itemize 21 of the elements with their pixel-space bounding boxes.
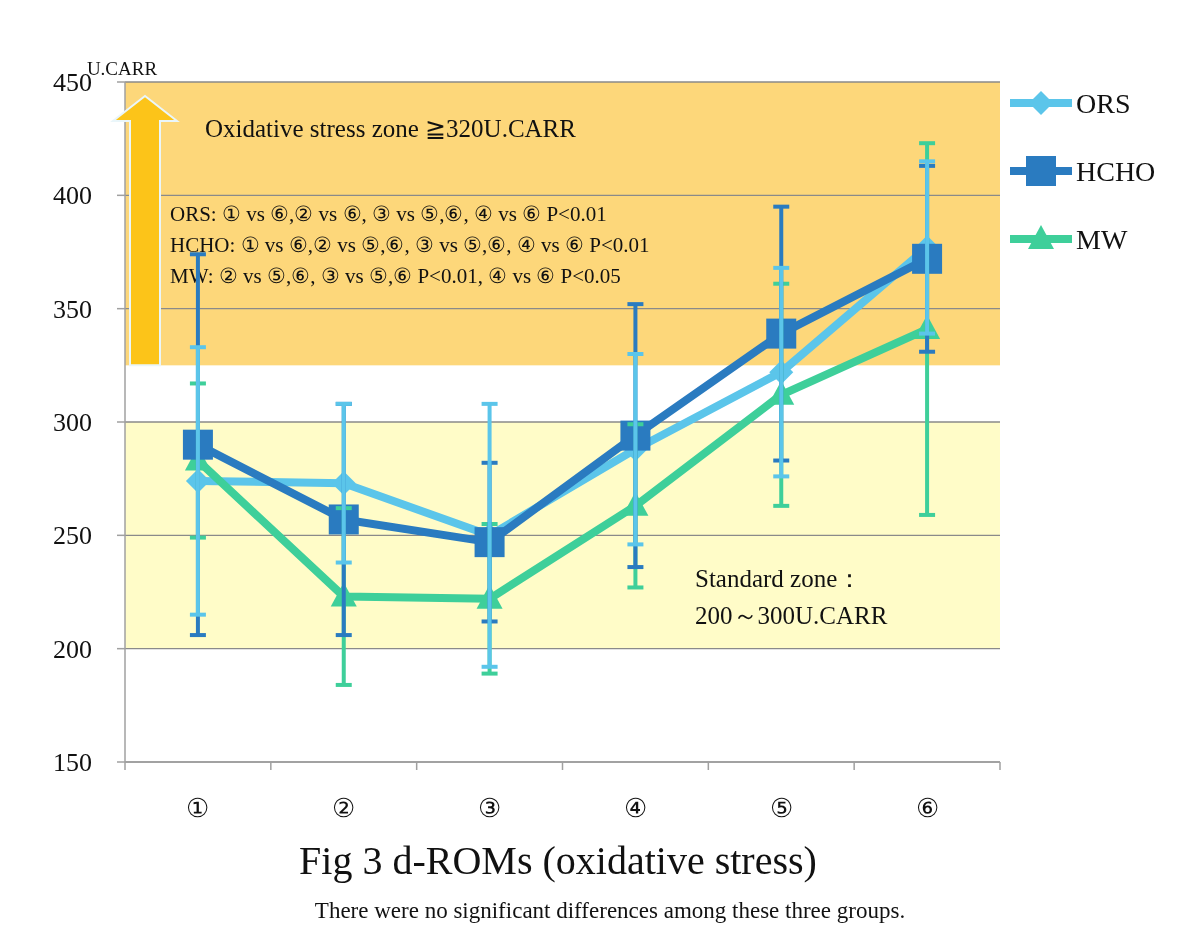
annotation: HCHO: ① vs ⑥,② vs ⑤,⑥, ③ vs ⑤,⑥, ④ vs ⑥ P<0.01 (170, 233, 650, 257)
x-tick-label: ③ (478, 794, 502, 823)
text: There were no significant differences among these three groups. (314, 898, 906, 923)
legend-label: ORS (1076, 88, 1131, 119)
x-tick-label: ① (186, 794, 210, 823)
legend-label: MW (1076, 224, 1128, 255)
band-label: Oxidative stress zone ≧320U.CARR (205, 115, 577, 142)
text: Fig 3 d-ROMs (oxidative stress) (299, 838, 817, 883)
y-tick-label: 300 (53, 408, 92, 437)
x-tick-label: ④ (623, 794, 647, 823)
x-tick-label: ⑤ (769, 794, 793, 823)
y-tick-label: 250 (53, 521, 92, 551)
band-label: Standard zone： 200～300U.CARR (695, 564, 888, 629)
x-tick-label: ⑥ (915, 794, 939, 823)
x-tick-label: ② (332, 794, 356, 823)
y-tick-label: 200 (53, 634, 92, 664)
y-tick-label: 400 (53, 181, 92, 211)
legend-label: HCHO (1076, 156, 1156, 187)
annotation: ORS: ① vs ⑥,② vs ⑥, ③ vs ⑤,⑥, ④ vs ⑥ P<0.01 (170, 202, 607, 226)
y-tick-label: 150 (53, 748, 92, 777)
y-tick-label: 350 (53, 294, 92, 324)
